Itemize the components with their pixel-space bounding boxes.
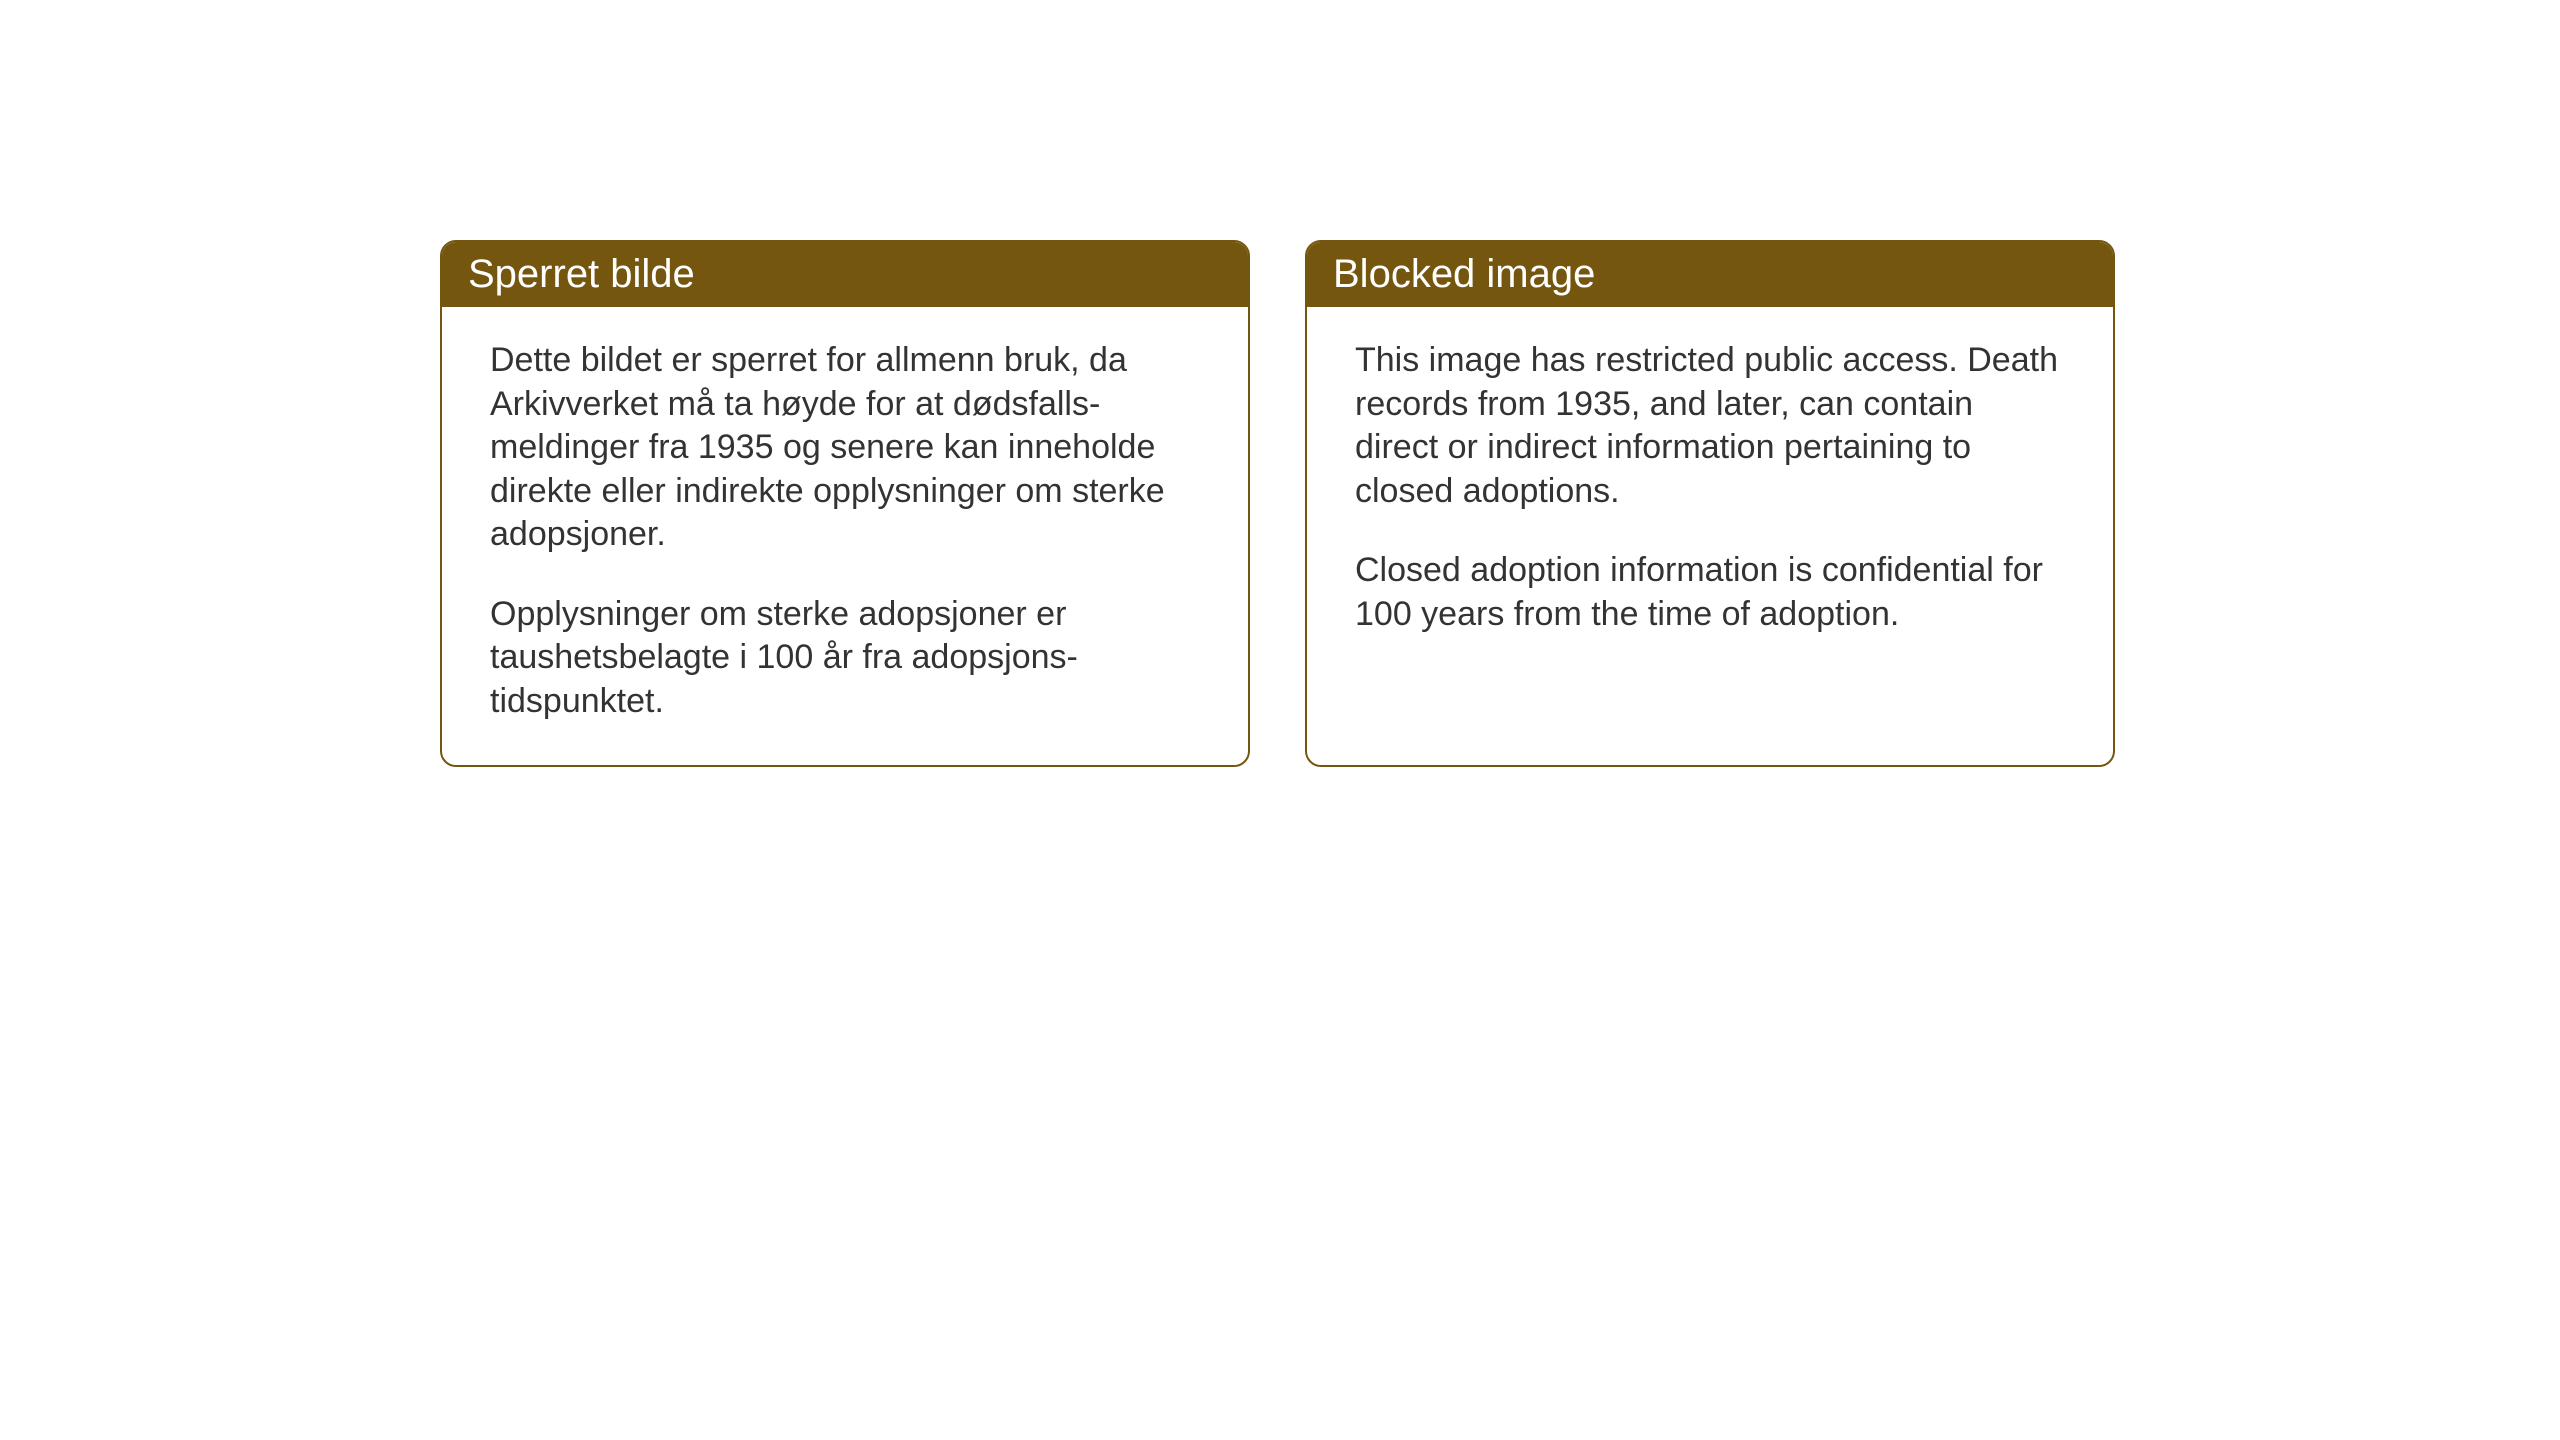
- english-card-body: This image has restricted public access.…: [1307, 307, 2113, 678]
- norwegian-paragraph-1: Dette bildet er sperret for allmenn bruk…: [490, 339, 1200, 557]
- cards-container: Sperret bilde Dette bildet er sperret fo…: [440, 240, 2115, 767]
- norwegian-card-title: Sperret bilde: [468, 252, 695, 296]
- english-card-title: Blocked image: [1333, 252, 1595, 296]
- english-card: Blocked image This image has restricted …: [1305, 240, 2115, 767]
- english-paragraph-2: Closed adoption information is confident…: [1355, 549, 2065, 636]
- norwegian-card-body: Dette bildet er sperret for allmenn bruk…: [442, 307, 1248, 765]
- norwegian-paragraph-2: Opplysninger om sterke adopsjoner er tau…: [490, 593, 1200, 724]
- english-card-header: Blocked image: [1307, 242, 2113, 307]
- english-paragraph-1: This image has restricted public access.…: [1355, 339, 2065, 513]
- norwegian-card: Sperret bilde Dette bildet er sperret fo…: [440, 240, 1250, 767]
- norwegian-card-header: Sperret bilde: [442, 242, 1248, 307]
